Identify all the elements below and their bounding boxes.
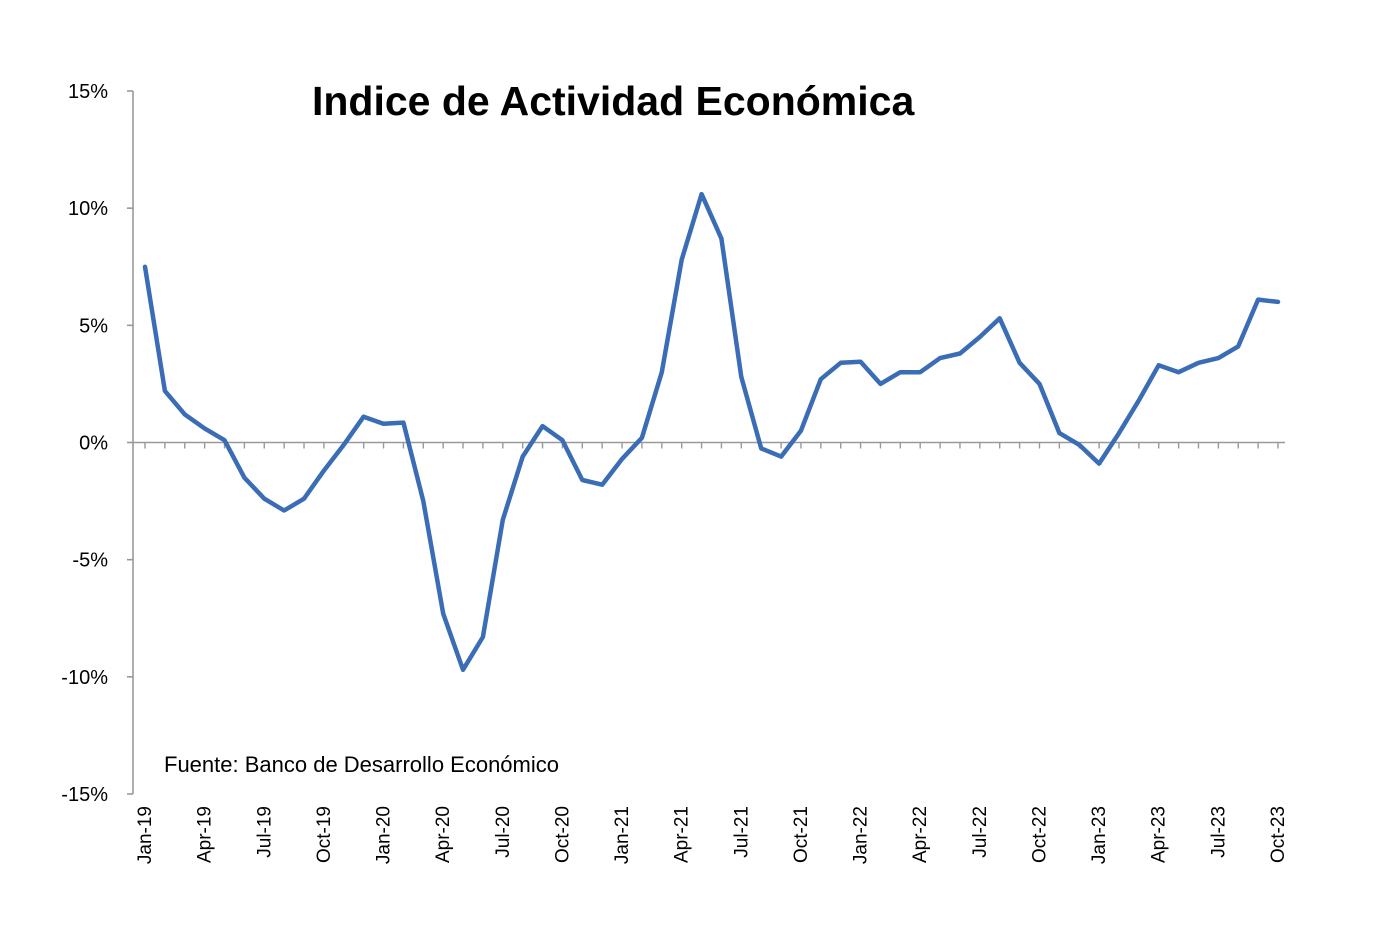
x-tick-label: Apr-22 — [910, 806, 931, 863]
x-tick-label: Jul-20 — [493, 806, 514, 858]
x-tick-label: Oct-21 — [791, 806, 812, 863]
x-tick-label: Oct-20 — [552, 806, 573, 863]
x-tick-label: Jan-23 — [1089, 806, 1110, 864]
y-tick-label: 15% — [68, 81, 108, 103]
x-tick-label: Jul-23 — [1208, 806, 1229, 858]
y-tick-label: 0% — [79, 433, 108, 455]
source-note: Fuente: Banco de Desarrollo Económico — [164, 752, 559, 777]
y-tick-label: -10% — [61, 667, 108, 689]
x-axis: Jan-19 Apr-19 Jul-19 Oct-19 Jan-20 Apr-20 Jul-… — [133, 441, 1289, 864]
series-line — [142, 191, 1281, 673]
x-tick-label: Apr-20 — [433, 806, 454, 863]
x-tick-label: Jul-19 — [254, 806, 275, 858]
x-tick-label: Jan-21 — [612, 806, 633, 864]
x-tick-label: Jan-19 — [135, 806, 156, 864]
y-tick-label: 5% — [79, 315, 108, 337]
x-tick-label: Jan-20 — [374, 806, 395, 864]
x-tick-label: Jul-21 — [731, 806, 752, 858]
x-tick-label: Oct-23 — [1268, 806, 1289, 863]
x-tick-label: Apr-19 — [195, 806, 216, 863]
x-tick-label: Jan-22 — [851, 806, 872, 864]
x-tick-label: Jul-22 — [970, 806, 991, 858]
y-tick-label: -15% — [61, 784, 108, 806]
y-tick-label: -5% — [72, 550, 108, 572]
chart-title: Indice de Actividad Económica — [312, 78, 915, 124]
x-tick-label: Apr-23 — [1149, 806, 1170, 863]
y-axis: 15% 10% 5% 0% -5% -10% -15% — [61, 81, 134, 806]
x-tick-label: Apr-21 — [672, 806, 693, 863]
x-tick-label: Oct-22 — [1029, 806, 1050, 863]
x-tick-label: Oct-19 — [314, 806, 335, 863]
series-layer — [142, 191, 1281, 673]
y-tick-label: 10% — [68, 198, 108, 220]
